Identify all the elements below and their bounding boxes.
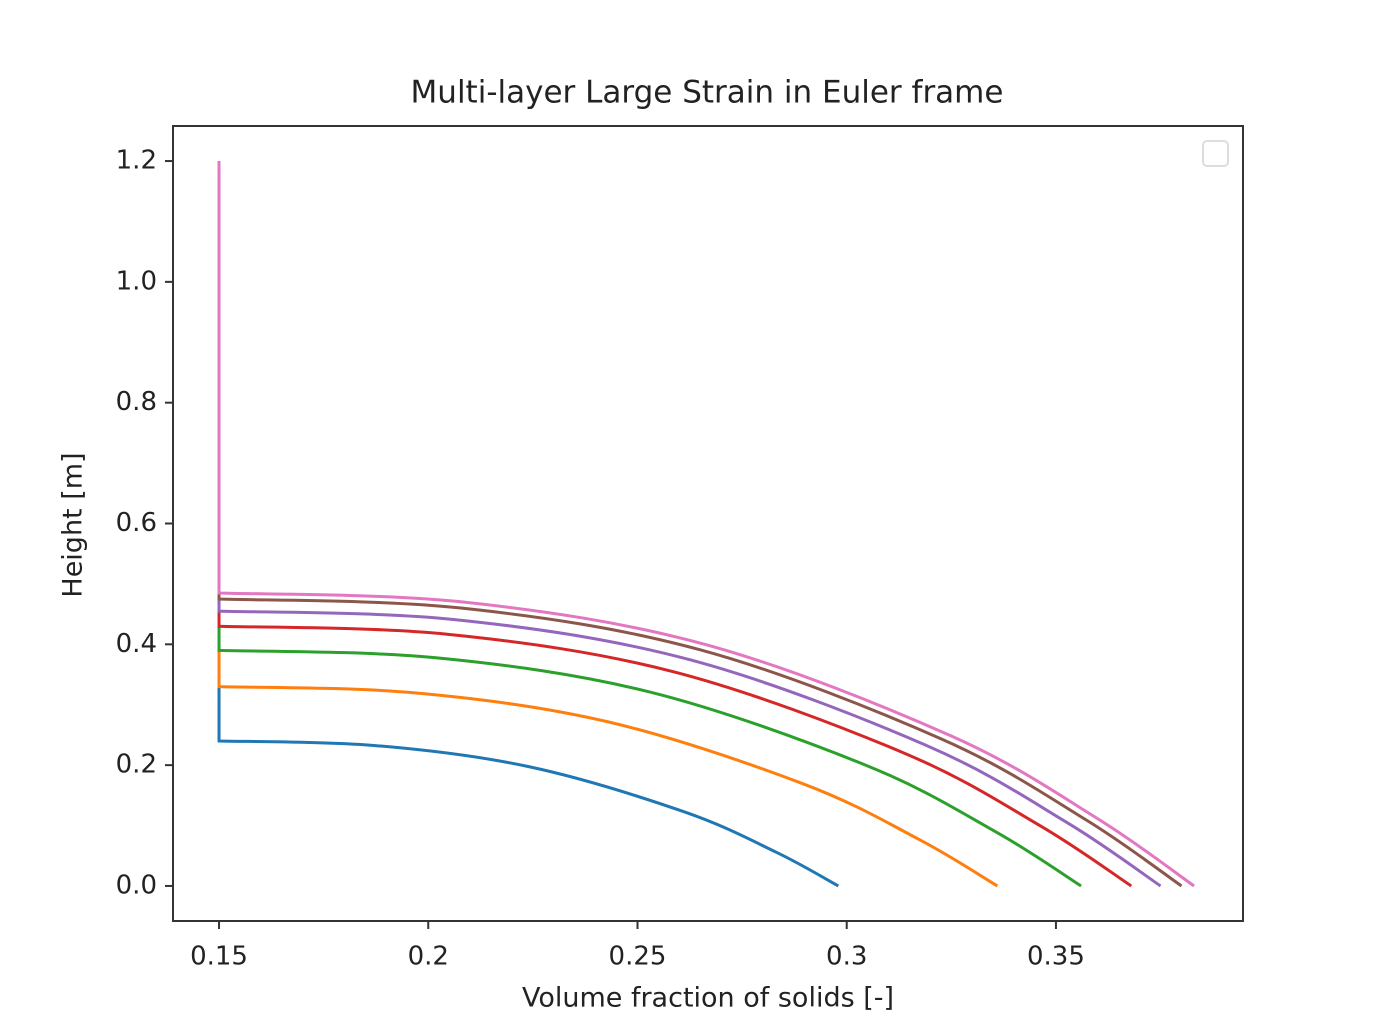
x-tick-label: 0.25 <box>609 942 667 972</box>
x-tick-label: 0.15 <box>190 942 248 972</box>
x-tick-label: 0.35 <box>1027 942 1085 972</box>
x-tick-label: 0.2 <box>408 942 449 972</box>
legend-box <box>1202 140 1229 167</box>
chart-title: Multi-layer Large Strain in Euler frame <box>411 75 1004 111</box>
y-axis-label: Height [m] <box>58 452 89 597</box>
y-tick-label: 0.0 <box>116 870 157 900</box>
y-tick-label: 1.2 <box>116 146 157 176</box>
plot-frame <box>172 125 1244 922</box>
y-tick-label: 1.0 <box>116 266 157 296</box>
series-line <box>217 650 999 888</box>
series-line <box>217 592 1183 888</box>
series-line <box>217 161 1195 888</box>
series-line <box>217 626 1082 888</box>
x-tick-label: 0.3 <box>826 942 867 972</box>
series-line <box>217 611 1133 888</box>
y-tick-label: 0.2 <box>116 750 157 780</box>
y-tick-label: 0.8 <box>116 387 157 417</box>
y-tick-label: 0.4 <box>116 629 157 659</box>
x-axis-label: Volume fraction of solids [-] <box>522 983 894 1014</box>
y-tick-label: 0.6 <box>116 508 157 538</box>
series-line <box>217 599 1162 888</box>
series-line <box>217 686 840 888</box>
